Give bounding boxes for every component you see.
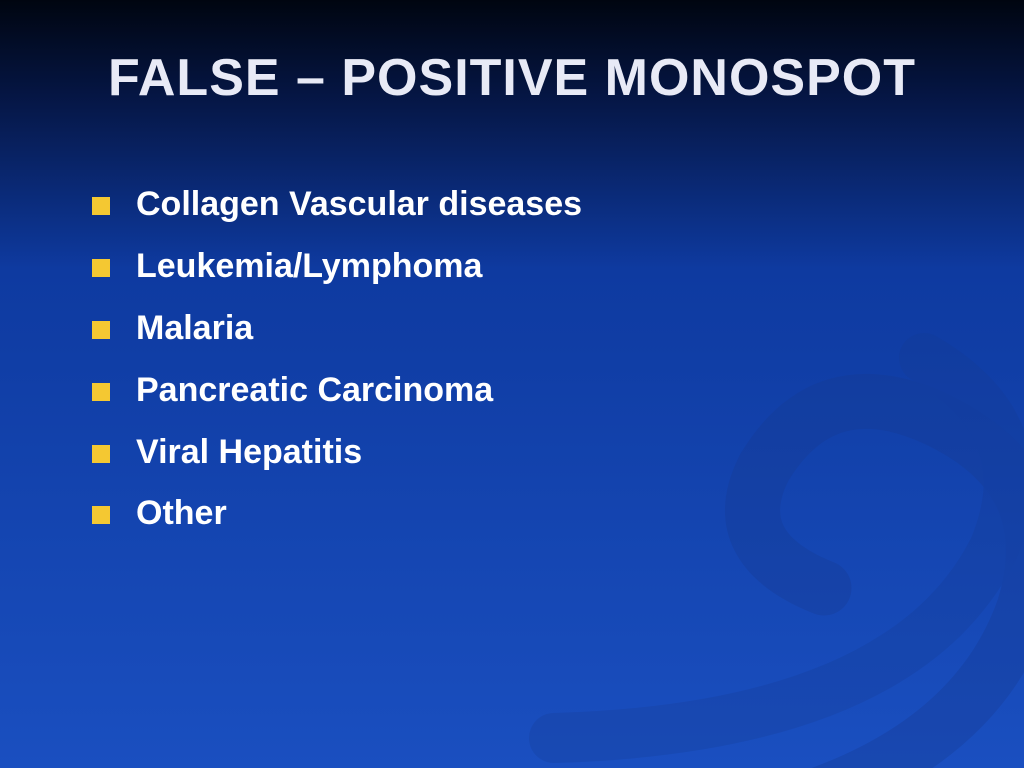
list-item: Viral Hepatitis: [92, 430, 964, 476]
square-bullet-icon: [92, 445, 110, 463]
list-item: Leukemia/Lymphoma: [92, 244, 964, 290]
presentation-slide: FALSE – POSITIVE MONOSPOT Collagen Vascu…: [0, 0, 1024, 768]
list-item: Collagen Vascular diseases: [92, 182, 964, 228]
square-bullet-icon: [92, 197, 110, 215]
list-item-label: Other: [136, 491, 227, 537]
list-item-label: Viral Hepatitis: [136, 430, 362, 476]
list-item: Other: [92, 491, 964, 537]
bullet-list: Collagen Vascular diseases Leukemia/Lymp…: [92, 182, 964, 553]
square-bullet-icon: [92, 506, 110, 524]
square-bullet-icon: [92, 259, 110, 277]
slide-title: FALSE – POSITIVE MONOSPOT: [0, 48, 1024, 108]
square-bullet-icon: [92, 321, 110, 339]
list-item: Malaria: [92, 306, 964, 352]
list-item: Pancreatic Carcinoma: [92, 368, 964, 414]
list-item-label: Leukemia/Lymphoma: [136, 244, 482, 290]
list-item-label: Collagen Vascular diseases: [136, 182, 582, 228]
list-item-label: Pancreatic Carcinoma: [136, 368, 493, 414]
list-item-label: Malaria: [136, 306, 253, 352]
square-bullet-icon: [92, 383, 110, 401]
